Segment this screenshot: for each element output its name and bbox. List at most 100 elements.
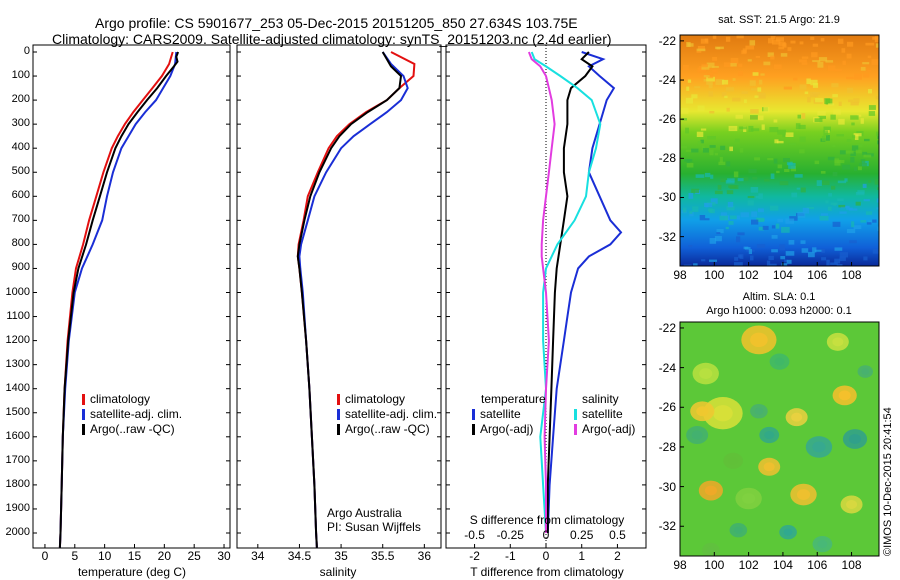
depth-tick-label: 300	[11, 117, 30, 130]
sst-speckle	[872, 36, 879, 40]
sst-speckle	[847, 41, 854, 47]
sst-speckle	[749, 40, 756, 46]
sst-speckle	[808, 251, 815, 258]
header-line1: Argo profile: CS 5901677_253 05-Dec-2015…	[95, 15, 578, 31]
sst-speckle	[799, 84, 807, 90]
depth-tick-label: 700	[11, 213, 30, 226]
sst-speckle	[734, 256, 739, 261]
sst-speckle	[860, 66, 866, 71]
sst-speckle	[681, 118, 687, 121]
sst-speckle	[850, 151, 856, 156]
legend-label: satellite-adj. clim.	[345, 407, 438, 421]
sst-speckle	[758, 193, 763, 200]
sst-speckle	[764, 178, 770, 182]
sst-speckle	[769, 127, 779, 133]
sst-speckle	[855, 192, 865, 196]
sst-speckle	[821, 180, 830, 185]
sst-speckle	[767, 158, 774, 161]
legend-swatch	[574, 424, 577, 435]
sst-speckle	[834, 258, 841, 264]
sst-speckle	[716, 232, 721, 235]
sst-speckle	[868, 180, 872, 183]
sla-anomaly-core	[817, 540, 828, 549]
sst-speckle	[833, 109, 842, 115]
temp-xlabel: temperature (deg C)	[77, 565, 187, 579]
sst-speckle	[726, 107, 730, 112]
sst-speckle	[716, 47, 721, 50]
sst-speckle	[720, 212, 727, 217]
sst-speckle	[821, 213, 829, 216]
sst-speckle	[842, 60, 846, 65]
sst-speckle	[680, 145, 688, 149]
sst-speckle	[814, 160, 820, 165]
sst-speckle	[732, 97, 741, 102]
sst-speckle	[834, 159, 841, 166]
sst-speckle	[714, 190, 723, 195]
sst-speckle	[838, 118, 845, 125]
sst-speckle	[872, 249, 879, 254]
sst-speckle	[703, 75, 710, 78]
sla-anomaly-core	[846, 499, 858, 509]
sst-speckle	[876, 207, 879, 210]
sst-speckle	[859, 163, 867, 167]
sst-speckle	[830, 114, 836, 120]
sst-speckle	[728, 125, 738, 132]
sst-speckle	[855, 143, 863, 148]
sst-speckle	[874, 178, 879, 185]
sst-speckle	[836, 264, 843, 266]
sst-speckle	[815, 98, 823, 103]
sst-speckle	[719, 156, 723, 163]
sst-speckle	[860, 159, 866, 164]
sst-speckle	[763, 106, 770, 113]
depth-tick-label: 1200	[5, 333, 30, 346]
sst-speckle	[846, 53, 852, 59]
sst-speckle	[779, 181, 789, 186]
sst-speckle	[791, 192, 798, 198]
depth-tick-label: 400	[11, 141, 30, 154]
sst-speckle	[853, 133, 862, 137]
sla-anomaly-core	[712, 405, 733, 422]
sst-speckle	[726, 205, 735, 211]
sst-speckle	[776, 170, 780, 174]
sst-speckle	[795, 123, 801, 129]
sst-speckle	[785, 218, 795, 224]
sst-speckle	[710, 208, 715, 214]
sla-anomaly-core	[750, 332, 768, 348]
sst-speckle	[825, 60, 834, 63]
depth-tick-label: 1100	[6, 309, 30, 322]
sst-speckle	[744, 247, 751, 250]
sst-speckle	[831, 83, 839, 88]
sst-speckle	[797, 114, 801, 119]
sst-speckle	[709, 238, 717, 244]
sst-speckle	[748, 125, 754, 132]
sst-speckle	[736, 236, 741, 243]
legend-label: Argo(-adj)	[480, 422, 534, 436]
series-line-argo---raw--qc-	[58, 51, 180, 548]
sst-speckle	[837, 38, 844, 44]
sst-speckle	[854, 134, 859, 140]
sst-speckle	[789, 216, 798, 221]
depth-tick-label: 1000	[5, 285, 30, 298]
sst-speckle	[707, 136, 716, 140]
sst-speckle	[716, 229, 724, 234]
sst-speckle	[836, 134, 844, 137]
sst-speckle	[738, 71, 743, 76]
sst-speckle	[691, 148, 699, 153]
sst-speckle	[774, 139, 779, 144]
panel-frame-temp	[32, 44, 231, 549]
sst-speckle	[837, 198, 844, 201]
sst-speckle	[770, 36, 776, 40]
map-x-tick-label: 102	[738, 558, 759, 572]
map-x-tick-label: 106	[807, 558, 828, 572]
sst-speckle	[806, 78, 811, 85]
sst-speckle	[709, 145, 716, 148]
sst-speckle	[780, 53, 788, 57]
sst-speckle	[743, 99, 747, 104]
sst_map-field	[680, 35, 879, 266]
sst-speckle	[717, 184, 722, 190]
sst-speckle	[768, 38, 774, 44]
sst-speckle	[739, 147, 744, 153]
sst-speckle	[740, 212, 749, 218]
sst-speckle	[781, 263, 788, 266]
